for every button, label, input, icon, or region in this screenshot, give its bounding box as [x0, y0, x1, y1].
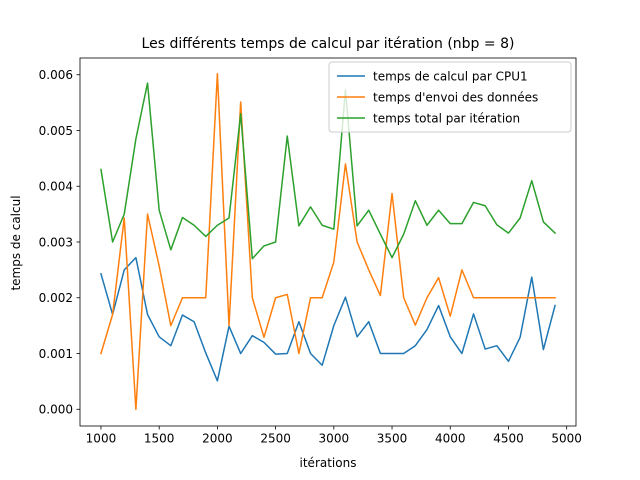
x-tick-label: 3500 [377, 432, 408, 446]
legend: temps de calcul par CPU1 temps d'envoi de… [328, 61, 572, 133]
x-tick-label: 2000 [202, 432, 233, 446]
y-tick-label: 0.004 [39, 180, 73, 194]
y-tick-label: 0.002 [39, 291, 73, 305]
y-tick-label: 0.000 [39, 403, 73, 417]
legend-box [328, 61, 572, 133]
legend-label-3: temps total par itération [373, 111, 520, 125]
x-tick-label: 4000 [435, 432, 466, 446]
x-tick-label: 3000 [319, 432, 350, 446]
x-tick-label: 2500 [260, 432, 291, 446]
series-line-1 [100, 256, 556, 382]
x-tick-label: 1000 [86, 432, 117, 446]
legend-label-2: temps d'envoi des données [373, 90, 538, 104]
axes: 1000 1500 2000 2500 3000 3500 4000 4500 5000 0.00… [39, 57, 582, 446]
y-tick-label: 0.006 [39, 68, 73, 82]
y-tick-label: 0.003 [39, 235, 73, 249]
y-axis-title: temps de calcul [9, 195, 23, 290]
series-line-2 [100, 72, 556, 411]
x-tick-label: 1500 [144, 432, 175, 446]
series-line-3 [100, 82, 557, 260]
x-tick-label: 4500 [493, 432, 524, 446]
y-tick-label: 0.005 [39, 124, 73, 138]
x-axis-title: itérations [300, 456, 357, 470]
y-tick-label: 0.001 [39, 347, 73, 361]
chart-title: Les différents temps de calcul par itéra… [142, 36, 515, 52]
plot-area [100, 72, 557, 411]
legend-label-1: temps de calcul par CPU1 [373, 69, 528, 83]
x-tick-label: 5000 [551, 432, 582, 446]
